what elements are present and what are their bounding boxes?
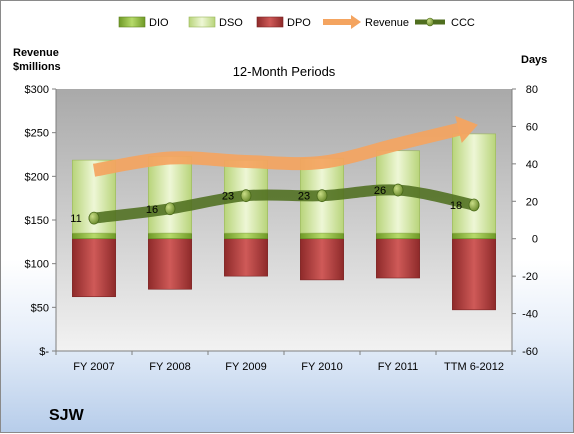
ccc-point [316, 189, 328, 203]
legend-label-dso: DSO [219, 17, 243, 29]
dpo-bar [148, 238, 192, 290]
ccc-point [468, 198, 480, 212]
revenue-arrowhead [455, 115, 478, 144]
x-axis-labels: FY 2007 FY 2008 FY 2009 FY 2010 FY 2011 TTM 6… [55, 351, 513, 373]
ccc-point [240, 189, 252, 203]
right-tick-label: 20 [526, 196, 538, 208]
dio-bar [452, 232, 496, 240]
left-axis-label-line1: Revenue [13, 47, 59, 59]
dso-bar [148, 156, 192, 234]
right-tick-label: -20 [522, 271, 538, 283]
left-tick-label: $300 [25, 84, 49, 96]
dio-bar [376, 232, 420, 240]
legend-dot-ccc [426, 17, 434, 27]
legend-swatch-dso [188, 16, 216, 28]
left-tick-label: $100 [25, 259, 49, 271]
right-tick-label: 0 [532, 234, 538, 246]
dio-bar [224, 232, 268, 240]
left-tick-label: $- [39, 346, 49, 358]
dpo-bar [224, 238, 268, 277]
left-tick-label: $150 [25, 215, 49, 227]
ccc-data-label: 26 [374, 185, 386, 197]
legend-swatch-dpo [256, 16, 284, 28]
legend-swatch-dio [118, 16, 146, 28]
ccc-data-label: 23 [222, 191, 234, 203]
ccc-data-label: 18 [450, 200, 462, 212]
x-tick-label: FY 2007 [73, 361, 114, 373]
right-tick-label: -40 [522, 309, 538, 321]
x-tick-label: TTM 6-2012 [444, 361, 504, 373]
ccc-data-label: 11 [70, 213, 81, 225]
legend-label-dio: DIO [149, 17, 169, 29]
right-tick-label: 40 [526, 159, 538, 171]
legend-arrowhead-revenue [351, 15, 361, 29]
right-axis-ticks: -60 -40 -20 0 20 40 60 80 [512, 84, 538, 358]
dso-bar [452, 133, 496, 234]
x-tick-label: FY 2009 [225, 361, 266, 373]
left-axis-ticks: $- $50 $100 $150 $200 $250 $300 [25, 84, 56, 358]
chart-title: 12-Month Periods [233, 64, 336, 79]
x-tick-label: FY 2011 [378, 361, 419, 373]
left-tick-label: $50 [31, 302, 49, 314]
dio-bar [72, 232, 116, 240]
revenue-series [92, 115, 478, 177]
dpo-bar [300, 238, 344, 281]
company-name: SJW [49, 407, 85, 424]
ccc-point [164, 202, 176, 216]
legend: DIO DSO DPO Revenue CCC [118, 15, 475, 29]
dio-bar [300, 232, 344, 240]
left-tick-label: $200 [25, 171, 49, 183]
revenue-line [92, 122, 462, 177]
ccc-data-label: 16 [146, 204, 158, 216]
ccc-point [392, 183, 404, 197]
right-axis-label: Days [521, 54, 547, 66]
dpo-bar [376, 238, 420, 279]
dpo-bar [452, 238, 496, 311]
legend-label-dpo: DPO [287, 17, 311, 29]
ccc-point [88, 211, 100, 225]
x-tick-label: FY 2010 [301, 361, 342, 373]
x-tick-label: FY 2008 [149, 361, 190, 373]
right-tick-label: 60 [526, 121, 538, 133]
dpo-bar [72, 238, 116, 298]
left-tick-label: $250 [25, 128, 49, 140]
legend-label-ccc: CCC [451, 17, 475, 29]
dio-bar [148, 232, 192, 240]
ccc-data-label: 23 [298, 191, 310, 203]
ccc-line [88, 184, 480, 224]
legend-label-revenue: Revenue [365, 17, 409, 29]
ccc-series: 11 16 23 23 26 18 [70, 183, 480, 225]
right-tick-label: -60 [522, 346, 538, 358]
left-axis-label-line2: $millions [13, 61, 61, 73]
right-tick-label: 80 [526, 84, 538, 96]
